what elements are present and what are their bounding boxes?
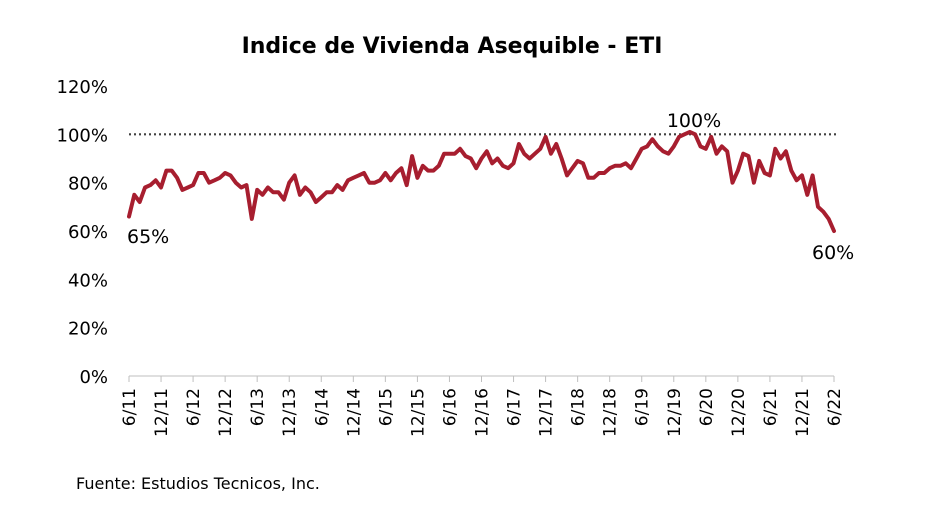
x-tick-label: 6/12 <box>184 388 204 426</box>
x-tick-label: 6/15 <box>376 388 396 426</box>
y-tick-label: 80% <box>68 174 108 195</box>
x-tick-label: 6/22 <box>825 388 845 426</box>
y-tick-label: 0% <box>79 367 108 388</box>
data-annotation: 65% <box>127 226 169 248</box>
x-tick-label: 6/17 <box>505 388 525 426</box>
y-tick-label: 100% <box>57 125 108 146</box>
x-tick-label: 6/16 <box>440 388 460 426</box>
source-note: Fuente: Estudios Tecnicos, Inc. <box>76 474 320 493</box>
x-tick-label: 12/12 <box>216 388 236 437</box>
x-axis: 6/11 12/11 6/12 12/12 6/13 12/13 6/14 12/14 6/15… <box>120 375 845 437</box>
series-line <box>127 129 836 233</box>
x-tick-label: 12/18 <box>601 388 621 437</box>
x-tick-label: 6/21 <box>761 388 781 426</box>
series-group <box>127 129 836 233</box>
x-tick-label: 12/15 <box>408 388 428 437</box>
x-tick-label: 6/18 <box>569 388 589 426</box>
x-tick-label: 6/19 <box>633 388 653 426</box>
y-tick-label: 120% <box>57 77 108 98</box>
x-tick-label: 12/19 <box>665 388 685 437</box>
data-annotation: 60% <box>812 242 854 264</box>
x-tick-label: 12/11 <box>152 388 172 437</box>
y-tick-label: 20% <box>68 319 108 340</box>
data-annotation: 100% <box>667 110 721 132</box>
x-tick-label: 6/13 <box>248 388 268 426</box>
x-tick-label: 6/11 <box>120 388 140 426</box>
y-axis: 0% 20% 40% 60% 80% 100% 120% <box>57 77 108 388</box>
y-tick-label: 40% <box>68 270 108 291</box>
x-tick-label: 12/17 <box>537 388 557 437</box>
y-tick-label: 60% <box>68 222 108 243</box>
annotations: 65% 100% 60% <box>127 110 854 264</box>
x-tick-label: 6/20 <box>697 388 717 426</box>
x-tick-label: 12/20 <box>729 388 749 437</box>
x-tick-label: 12/16 <box>473 388 493 437</box>
x-tick-label: 6/14 <box>312 388 332 426</box>
x-tick-label: 12/13 <box>280 388 300 437</box>
x-tick-label: 12/14 <box>344 388 364 437</box>
chart-title: Indice de Vivienda Asequible - ETI <box>242 34 663 59</box>
x-tick-label: 12/21 <box>793 388 813 437</box>
